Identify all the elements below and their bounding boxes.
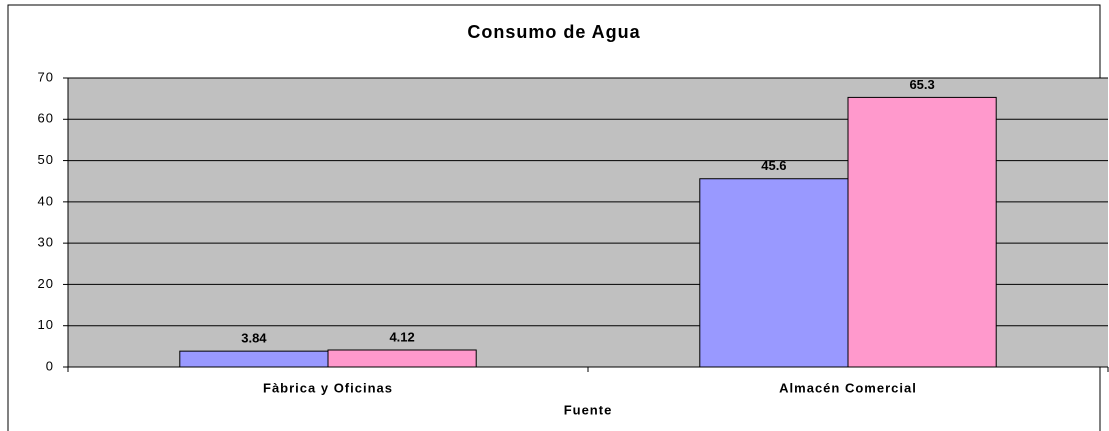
y-tick-label: 30 (38, 235, 54, 250)
x-tick-label: Almacén Comercial (779, 380, 917, 395)
data-label: 4.12 (389, 329, 414, 344)
y-tick-label: 10 (38, 317, 54, 332)
y-tick-label: 70 (38, 69, 54, 84)
bar (179, 350, 329, 368)
bar (699, 178, 849, 368)
y-tick-label: 50 (38, 152, 54, 167)
data-label: 3.84 (241, 331, 267, 346)
data-label: 45.6 (761, 158, 786, 173)
y-tick-label: 60 (38, 111, 54, 126)
data-label: 65.3 (909, 77, 934, 92)
bar (847, 96, 997, 368)
chart-title: Consumo de Agua (467, 22, 640, 42)
x-tick-label: Fàbrica y Oficinas (263, 380, 393, 395)
y-tick-label: 20 (38, 276, 54, 291)
y-tick-label: 40 (38, 193, 54, 208)
bar (327, 349, 477, 368)
x-axis-title: Fuente (564, 402, 613, 417)
y-tick-label: 0 (46, 358, 54, 373)
